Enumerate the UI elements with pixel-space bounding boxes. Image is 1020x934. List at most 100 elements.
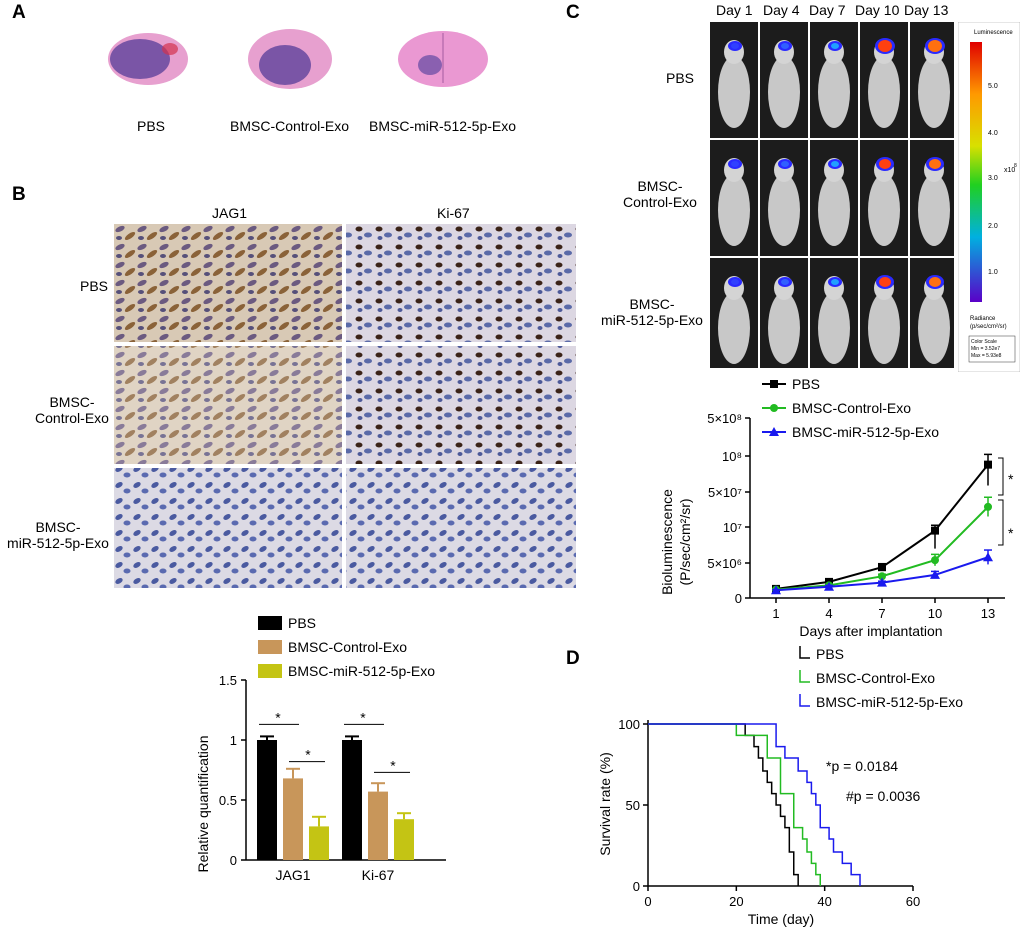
surv-ylabel: Survival rate (%) [597, 752, 613, 855]
panel-d-letter: D [566, 648, 580, 669]
scale-exp: x10 [1004, 167, 1015, 174]
line-legend-marker [769, 427, 779, 436]
line-y-tick-label: 5×10⁷ [708, 485, 742, 500]
signal-spot-inner [879, 159, 891, 169]
surv-legend-mark [799, 694, 810, 707]
sig-star: * [390, 757, 396, 773]
panel-a-letter: A [12, 2, 26, 23]
data-point [771, 585, 781, 595]
brain-sections-image [108, 29, 488, 89]
panel-b-letter: B [12, 184, 26, 205]
signal-spot-inner [831, 43, 839, 49]
panel-b-row-pbs: PBS [80, 278, 109, 294]
line-xlabel: Days after implantation [799, 623, 942, 639]
scale-unit1: Radiance [970, 316, 996, 322]
data-point [878, 572, 886, 581]
panel-b-row-mir: BMSC- miR-512-5p-Exo [7, 519, 109, 551]
signal-spot-inner [731, 161, 739, 167]
ihc-micrograph-grid [114, 224, 576, 588]
signal-spot-inner [781, 43, 789, 49]
data-point [878, 563, 886, 572]
line-x-tick-label: 1 [772, 606, 779, 621]
panel-b-row-control: BMSC- Control-Exo [35, 394, 109, 426]
surv-x-tick-label: 0 [644, 894, 651, 909]
data-point [931, 526, 939, 535]
sig-star: * [305, 747, 311, 763]
scale-exp-sup: 8 [1014, 163, 1017, 169]
line-ylabel1: Bioluminescence [659, 489, 675, 595]
bar-legend-label: PBS [288, 615, 316, 631]
scale-tick-1: 1.0 [988, 269, 998, 276]
line-y-tick-label: 10⁸ [722, 449, 742, 464]
scale-title: Luminescence [974, 30, 1013, 36]
data-point [824, 581, 834, 591]
data-point [984, 502, 992, 511]
panel-c-letter: C [566, 2, 580, 23]
signal-spot-inner [831, 279, 839, 285]
scale-box2: Min = 3.52e7 [971, 346, 1000, 352]
bar [309, 826, 329, 860]
line-legend-marker [770, 404, 778, 412]
mouse-body [718, 174, 750, 246]
panel-c-row-mir: BMSC- miR-512-5p-Exo [601, 296, 703, 328]
panel-b-col-jag1: JAG1 [212, 205, 248, 221]
line-x-tick-label: 4 [825, 606, 832, 621]
bar-legend-swatch [258, 664, 282, 678]
signal-spot-inner [928, 40, 942, 52]
scale-box1: Color Scale [971, 339, 997, 345]
mouse-body [768, 174, 800, 246]
line-y-tick-label: 0 [735, 591, 742, 606]
signal-spot-inner [731, 279, 739, 285]
sig-star: * [1008, 471, 1014, 487]
data-point [984, 460, 992, 469]
mouse-body [918, 56, 950, 128]
mouse-body [718, 56, 750, 128]
surv-legend-label: PBS [816, 646, 844, 662]
mouse-body [868, 174, 900, 246]
signal-spot-inner [731, 43, 739, 49]
signal-spot-inner [781, 161, 789, 167]
surv-legend-label: BMSC-miR-512-5p-Exo [816, 694, 963, 710]
surv-x-tick-label: 20 [729, 894, 743, 909]
survival-curve [648, 723, 821, 886]
day-label-13: Day 13 [904, 2, 949, 18]
line-legend-label: PBS [792, 376, 820, 392]
data-point [931, 556, 939, 565]
data-point [930, 569, 940, 579]
bar [257, 740, 277, 860]
surv-legend-label: BMSC-Control-Exo [816, 670, 935, 686]
surv-x-tick-label: 60 [906, 894, 920, 909]
mouse-body [868, 56, 900, 128]
bar-category-label: JAG1 [275, 867, 310, 883]
bar-y-tick-label: 0 [230, 853, 237, 868]
scale-box3: Max = 5.93e8 [971, 353, 1002, 359]
bar-y-tick-label: 0.5 [219, 793, 237, 808]
mouse-body [818, 292, 850, 364]
bar-legend-swatch [258, 616, 282, 630]
panel-b-bar-chart: PBS BMSC-Control-Exo BMSC-miR-512-5p-Exo R… [195, 615, 446, 883]
survival-curve [648, 723, 861, 886]
bar-ylabel: Relative quantification [195, 736, 211, 873]
signal-spot-inner [781, 279, 789, 285]
data-point [983, 552, 993, 562]
sig-bracket [998, 499, 1004, 546]
mouse-body [818, 56, 850, 128]
surv-y-tick-label: 50 [626, 798, 640, 813]
bar-legend-label: BMSC-miR-512-5p-Exo [288, 663, 435, 679]
mouse-body [918, 292, 950, 364]
day-label-1: Day 1 [716, 2, 753, 18]
bar-legend-label: BMSC-Control-Exo [288, 639, 407, 655]
surv-xlabel: Time (day) [748, 911, 814, 927]
panel-a-label-control: BMSC-Control-Exo [230, 118, 350, 134]
signal-spot-inner [929, 277, 941, 287]
bar [368, 791, 388, 860]
survival-curve [648, 723, 799, 886]
panel-c-row-control: BMSC- Control-Exo [623, 178, 697, 210]
surv-legend-mark [799, 646, 810, 659]
scale-tick-3: 3.0 [988, 175, 998, 182]
surv-p1: *p = 0.0184 [826, 758, 898, 774]
scale-tick-2: 2.0 [988, 223, 998, 230]
scale-unit2: (p/sec/cm²/sr) [970, 324, 1007, 330]
day-label-7: Day 7 [809, 2, 846, 18]
bar-legend-swatch [258, 640, 282, 654]
